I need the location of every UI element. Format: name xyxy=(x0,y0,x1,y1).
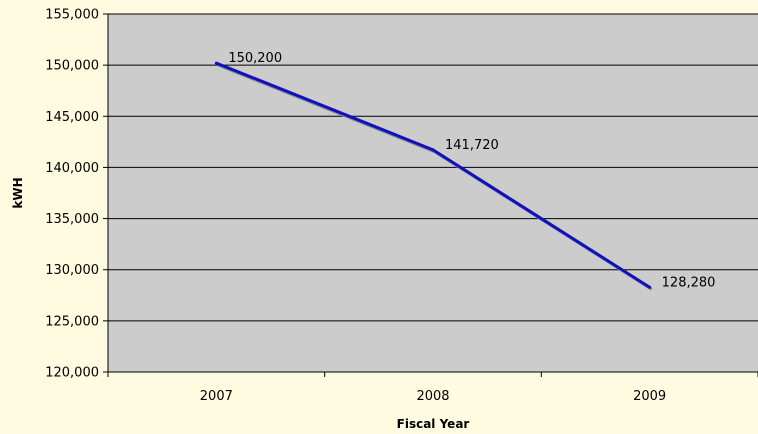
y-tick-label: 155,000 xyxy=(45,8,99,23)
gridlines xyxy=(108,13,758,322)
plot-area xyxy=(108,14,758,372)
y-tick-label: 120,000 xyxy=(45,366,99,381)
series-group xyxy=(214,61,653,291)
x-tick-label: 2008 xyxy=(416,389,449,404)
y-ticks: 120,000 125,000 130,000 135,000 140,000 145,0… xyxy=(45,8,108,381)
axes xyxy=(107,14,758,373)
data-label: 150,200 xyxy=(228,51,282,66)
y-tick-label: 140,000 xyxy=(45,161,99,176)
y-tick-label: 150,000 xyxy=(45,59,99,74)
data-label: 141,720 xyxy=(445,138,499,153)
x-tick-label: 2009 xyxy=(633,389,666,404)
y-tick-label: 130,000 xyxy=(45,263,99,278)
y-tick-label: 145,000 xyxy=(45,110,99,125)
y-axis-title: kWH xyxy=(11,177,25,208)
data-labels: 150,200 141,720 128,280 xyxy=(228,51,715,290)
data-point xyxy=(648,285,652,289)
data-point xyxy=(214,61,218,65)
y-tick-label: 125,000 xyxy=(45,314,99,329)
x-ticks: 2007 2008 2009 xyxy=(107,372,758,404)
y-tick-label: 135,000 xyxy=(45,212,99,227)
data-point xyxy=(431,148,435,152)
x-tick-label: 2007 xyxy=(200,389,233,404)
data-label: 128,280 xyxy=(662,275,716,290)
x-axis-title: Fiscal Year xyxy=(397,417,470,431)
